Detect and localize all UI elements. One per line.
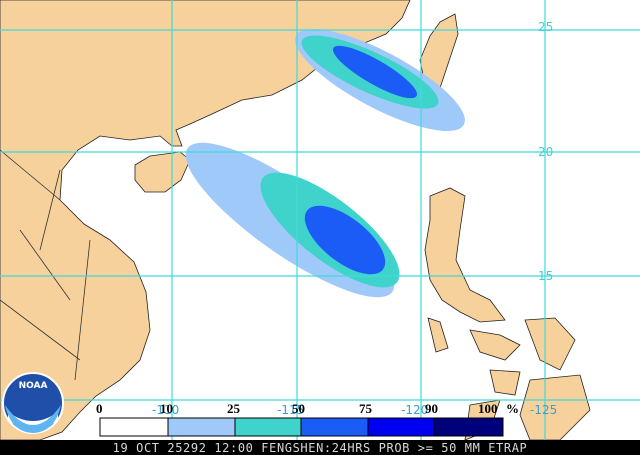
- legend-swatch: [167, 417, 236, 437]
- legend-label: 90: [425, 401, 438, 416]
- logo-text: NOAA: [19, 381, 48, 391]
- legend-label: 50: [292, 401, 305, 416]
- legend-swatch: [300, 417, 369, 437]
- land: [0, 0, 591, 441]
- legend-label: %: [506, 401, 519, 416]
- rain-probability: [185, 29, 465, 298]
- logo: NOAA: [2, 372, 64, 434]
- graticule: [0, 0, 640, 440]
- legend-swatch: [367, 417, 435, 437]
- legend-label: 100: [478, 401, 498, 416]
- legend: 0 10 25 50 75 90 100 %: [96, 401, 519, 437]
- latitude-label: 15: [538, 269, 553, 283]
- legend-label: 10: [160, 401, 173, 416]
- footer-bar: [0, 440, 640, 455]
- legend-swatch: [234, 417, 302, 437]
- legend-label: 25: [227, 401, 241, 416]
- legend-label: 0: [96, 401, 103, 416]
- longitude-label: -115: [277, 403, 304, 417]
- legend-swatch: [433, 417, 504, 437]
- latitude-label: 20: [538, 145, 553, 159]
- longitude-label: -120: [401, 403, 428, 417]
- legend-label: 75: [359, 401, 373, 416]
- legend-swatch: [99, 417, 169, 437]
- footer-text: 19 OCT 25292 12:00 FENGSHEN:24HRS PROB >…: [113, 441, 528, 455]
- latitude-label: 25: [538, 20, 553, 34]
- longitude-label: -125: [530, 403, 557, 417]
- longitude-label: -110: [152, 403, 179, 417]
